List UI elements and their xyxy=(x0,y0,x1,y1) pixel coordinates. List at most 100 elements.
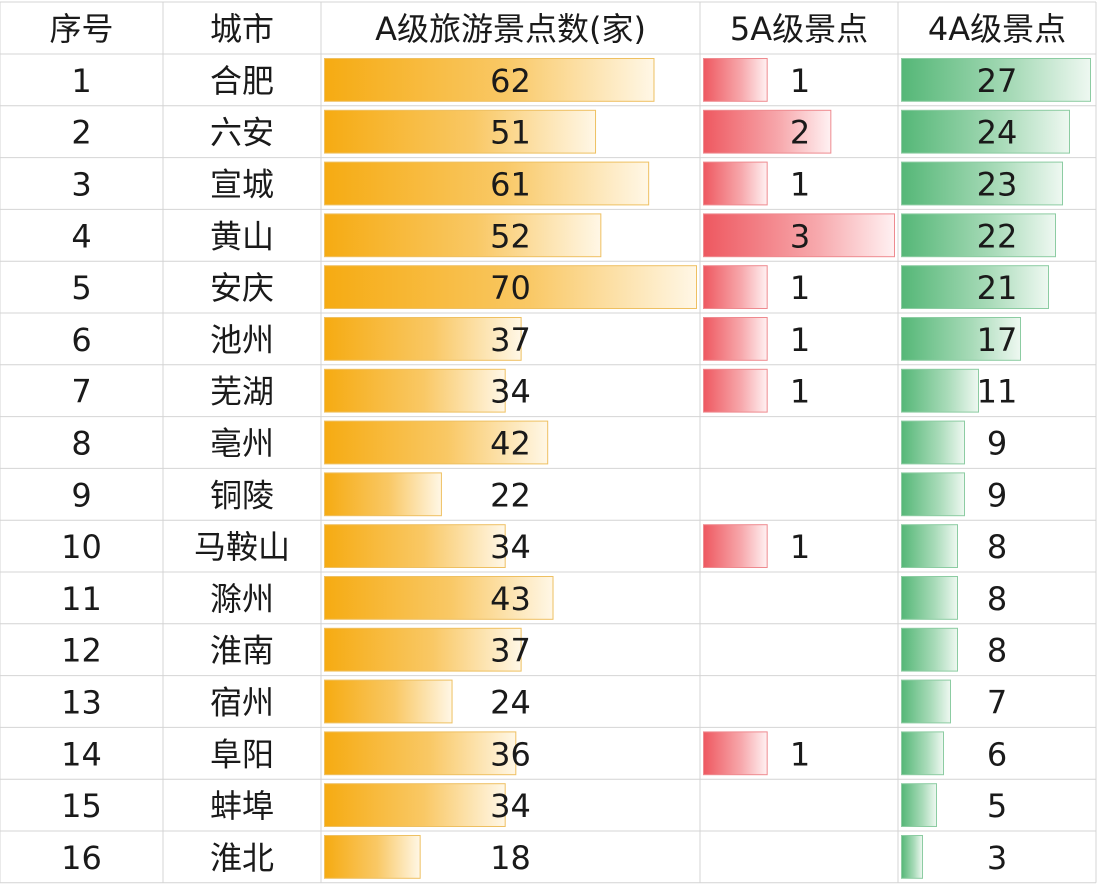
total-bar xyxy=(324,627,522,672)
total-value: 34 xyxy=(490,528,531,566)
city-cell: 合肥 xyxy=(210,62,274,100)
total-value: 22 xyxy=(490,476,531,514)
a4-value: 27 xyxy=(977,62,1018,100)
a5-value: 3 xyxy=(790,217,810,255)
total-value: 52 xyxy=(490,217,531,255)
rank-cell: 9 xyxy=(71,476,91,514)
rank-cell: 12 xyxy=(61,632,102,670)
a5-value: 1 xyxy=(790,321,810,359)
rank-cell: 5 xyxy=(71,269,91,307)
header-5a: 5A级景点 xyxy=(730,10,868,48)
a4-bar xyxy=(901,679,951,724)
a4-value: 17 xyxy=(977,321,1018,359)
a5-bar xyxy=(703,317,768,361)
rank-cell: 2 xyxy=(71,114,91,152)
total-bar xyxy=(324,161,650,206)
a5-value: 2 xyxy=(790,114,810,152)
total-value: 51 xyxy=(490,114,531,152)
a4-value: 21 xyxy=(977,269,1018,307)
a4-bar xyxy=(901,472,965,517)
total-value: 70 xyxy=(490,269,531,307)
city-cell: 铜陵 xyxy=(210,476,274,514)
rank-cell: 6 xyxy=(71,321,91,359)
total-bar xyxy=(324,265,697,310)
city-cell: 淮南 xyxy=(210,632,274,670)
rank-cell: 14 xyxy=(61,735,102,773)
a4-bar xyxy=(901,524,958,569)
a5-value: 1 xyxy=(790,528,810,566)
a4-value: 8 xyxy=(987,632,1007,670)
header-total: A级旅游景点数(家) xyxy=(375,10,646,48)
a4-value: 6 xyxy=(987,735,1007,773)
rank-cell: 7 xyxy=(71,373,91,411)
header-4a: 4A级景点 xyxy=(928,10,1066,48)
city-cell: 六安 xyxy=(210,114,274,152)
a5-value: 1 xyxy=(790,373,810,411)
city-cell: 安庆 xyxy=(210,269,274,307)
a4-bar xyxy=(901,420,965,465)
total-bar xyxy=(324,524,506,569)
a5-value: 1 xyxy=(790,269,810,307)
a4-value: 3 xyxy=(987,839,1007,877)
city-cell: 宣城 xyxy=(210,166,274,204)
total-bar xyxy=(324,783,506,828)
a4-bar xyxy=(901,109,1070,154)
total-value: 42 xyxy=(490,425,531,463)
a4-bar xyxy=(901,317,1021,361)
a5-bar xyxy=(703,265,768,310)
a4-value: 7 xyxy=(987,684,1007,722)
city-cell: 芜湖 xyxy=(210,373,274,411)
city-cell: 池州 xyxy=(210,321,274,359)
a4-value: 23 xyxy=(977,166,1018,204)
a4-bar xyxy=(901,368,979,413)
total-value: 61 xyxy=(490,166,531,204)
total-bar xyxy=(324,213,602,258)
total-value: 34 xyxy=(490,373,531,411)
a4-value: 9 xyxy=(987,476,1007,514)
rank-cell: 11 xyxy=(61,580,102,618)
city-cell: 蚌埠 xyxy=(210,787,274,825)
a4-bar xyxy=(901,58,1091,102)
a5-bar xyxy=(703,58,768,102)
total-value: 24 xyxy=(490,684,531,722)
rank-cell: 8 xyxy=(71,425,91,463)
total-bar xyxy=(324,472,442,517)
rank-cell: 10 xyxy=(61,528,102,566)
city-cell: 宿州 xyxy=(210,684,274,722)
total-bar xyxy=(324,420,549,465)
total-bar xyxy=(324,109,597,154)
total-value: 36 xyxy=(490,735,531,773)
header-rank: 序号 xyxy=(49,10,113,48)
rank-cell: 4 xyxy=(71,217,91,255)
total-value: 62 xyxy=(490,62,531,100)
a4-bar xyxy=(901,161,1063,206)
a4-bar xyxy=(901,835,923,879)
total-value: 18 xyxy=(490,839,531,877)
a5-value: 1 xyxy=(790,735,810,773)
total-bar xyxy=(324,679,453,724)
city-cell: 阜阳 xyxy=(210,735,274,773)
total-value: 34 xyxy=(490,787,531,825)
total-bar xyxy=(324,731,517,776)
total-bar xyxy=(324,58,655,102)
a4-bar xyxy=(901,576,958,620)
a4-bar xyxy=(901,731,944,776)
a4-value: 11 xyxy=(977,373,1018,411)
a4-bar xyxy=(901,213,1056,258)
total-value: 43 xyxy=(490,580,531,618)
total-bar xyxy=(324,835,421,879)
a5-value: 1 xyxy=(790,166,810,204)
a4-bar xyxy=(901,783,937,828)
rank-cell: 16 xyxy=(61,839,102,877)
a5-bar xyxy=(703,368,768,413)
total-bar xyxy=(324,368,506,413)
a5-bar xyxy=(703,161,768,206)
total-bar xyxy=(324,317,522,361)
a4-value: 22 xyxy=(977,217,1018,255)
a4-value: 9 xyxy=(987,425,1007,463)
a4-value: 8 xyxy=(987,528,1007,566)
rank-cell: 15 xyxy=(61,787,102,825)
city-cell: 黄山 xyxy=(210,217,274,255)
